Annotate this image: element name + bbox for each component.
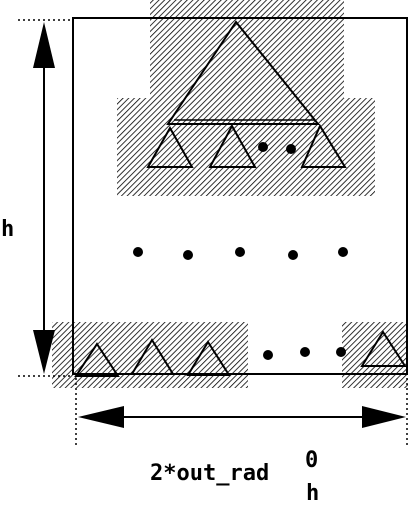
child-ellipsis-dot [286,144,296,154]
middle-hatched-region [117,98,375,196]
width-label: 2*out_rad [150,461,269,486]
height-label: h [1,217,14,242]
leaf-triangle-1 [74,342,120,377]
bottom-left-hatched-region [52,322,248,388]
child-triangle-middle [208,123,257,168]
leaf-ellipsis-dot [263,350,273,360]
domain-box [72,17,408,375]
child-triangle-right [300,123,347,168]
large-top-triangle [166,20,321,125]
leaf-triangle-3 [186,340,231,376]
leaf-ellipsis-dot [336,347,346,357]
level-ellipsis-dot [133,247,143,257]
level-ellipsis-dot [288,250,298,260]
leaf-ellipsis-dot [300,347,310,357]
leaf-triangle-2 [130,338,175,375]
height-arrow [33,22,55,374]
child-ellipsis-dot [258,142,268,152]
leaf-triangle-4 [360,330,407,367]
width-arrow [78,406,406,428]
level-ellipsis-dot [338,247,348,257]
level-ellipsis-dot [235,247,245,257]
width-label-subscript: h [306,481,319,505]
level-ellipsis-dot [183,250,193,260]
width-label-superscript: 0 [305,448,318,473]
child-triangle-left [146,125,194,168]
